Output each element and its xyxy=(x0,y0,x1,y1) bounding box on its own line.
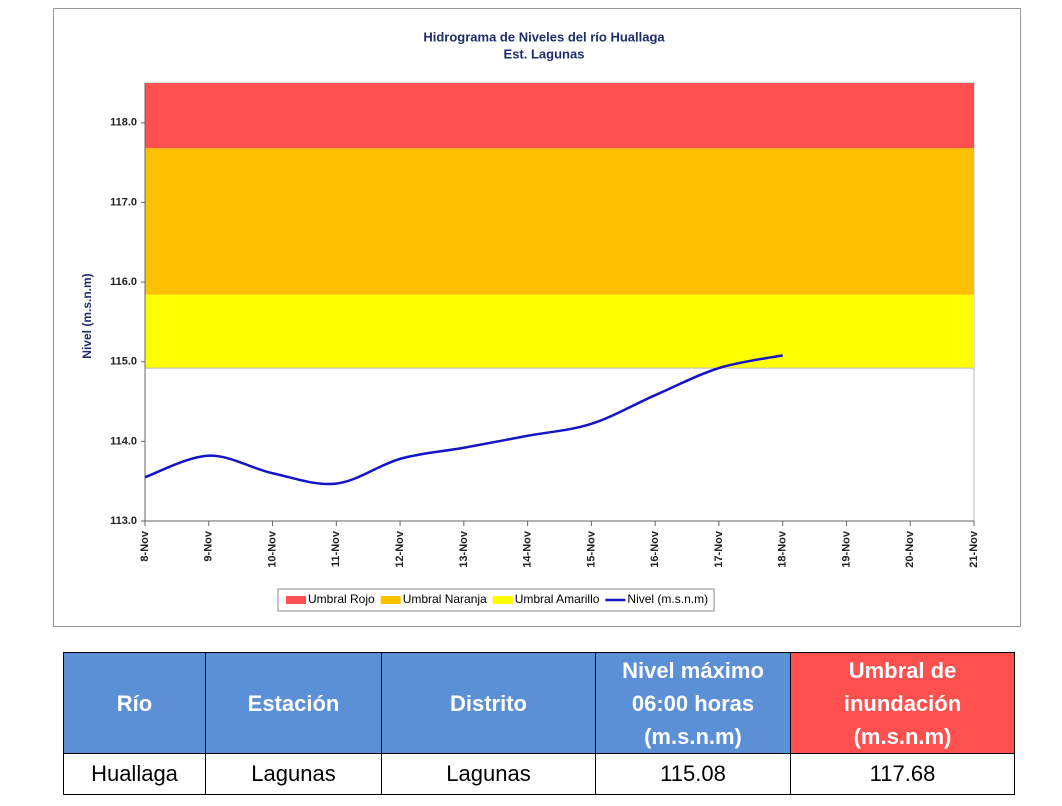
header-cell: Río xyxy=(63,652,206,754)
legend-label: Umbral Naranja xyxy=(403,592,487,606)
x-tick-label: 11-Nov xyxy=(330,530,342,567)
y-tick-label: 117.0 xyxy=(110,196,137,208)
x-tick-label: 16-Nov xyxy=(649,530,661,568)
legend-label: Nivel (m.s.n.m) xyxy=(627,592,708,606)
cell: Lagunas xyxy=(381,753,596,795)
legend-label: Umbral Amarillo xyxy=(515,592,600,606)
x-tick-label: 12-Nov xyxy=(394,530,406,568)
x-tick-label: 19-Nov xyxy=(840,530,852,568)
threshold-band xyxy=(145,148,974,295)
data-row: Huallaga Lagunas Lagunas 115.08 117.68 xyxy=(63,753,1015,795)
y-axis-label: Nivel (m.s.n.m) xyxy=(80,273,94,358)
legend-swatch xyxy=(286,596,306,604)
x-tick-label: 14-Nov xyxy=(522,530,534,568)
legend-label: Umbral Rojo xyxy=(308,592,375,606)
series-line xyxy=(144,354,783,486)
x-tick-label: 10-Nov xyxy=(266,530,278,568)
x-tick-label: 20-Nov xyxy=(904,530,916,568)
chart-subtitle: Est. Lagunas xyxy=(504,46,585,61)
header-cell: Estación xyxy=(205,652,382,754)
threshold-band xyxy=(145,83,974,149)
header-cell: Umbral de inundación (m.s.n.m) xyxy=(790,652,1015,754)
header-cell: Distrito xyxy=(381,652,596,754)
y-tick-label: 115.0 xyxy=(110,356,137,368)
chart-title: Hidrograma de Niveles del río Huallaga xyxy=(423,29,665,44)
legend-swatch xyxy=(380,596,401,604)
y-tick-label: 118.0 xyxy=(110,117,137,129)
legend-swatch xyxy=(492,596,513,604)
header-row: Río Estación Distrito Nivel máximo 06:00… xyxy=(63,652,1015,754)
cell: 117.68 xyxy=(790,753,1015,795)
x-tick-label: 9-Nov xyxy=(203,530,215,561)
threshold-band xyxy=(145,294,974,369)
x-tick-label: 18-Nov xyxy=(777,530,789,568)
table: Río Estación Distrito Nivel máximo 06:00… xyxy=(63,652,1015,795)
x-tick-label: 13-Nov xyxy=(458,530,470,568)
legend: Umbral Rojo Umbral Naranja Umbral Amarillo… xyxy=(277,588,715,612)
x-tick-label: 15-Nov xyxy=(585,530,597,568)
x-tick-label: 17-Nov xyxy=(713,530,725,568)
x-tick-label: 21-Nov xyxy=(968,530,980,568)
y-tick-label: 113.0 xyxy=(110,515,137,527)
y-tick-label: 114.0 xyxy=(110,435,137,447)
cell: 115.08 xyxy=(595,753,791,795)
header-cell: Nivel máximo 06:00 horas (m.s.n.m) xyxy=(595,652,791,754)
chart: Hidrograma de Niveles del río Huallaga E… xyxy=(53,8,1021,627)
cell: Huallaga xyxy=(63,753,206,795)
y-tick-label: 116.0 xyxy=(110,276,137,288)
x-tick-label: 8-Nov xyxy=(139,530,151,561)
cell: Lagunas xyxy=(205,753,382,795)
